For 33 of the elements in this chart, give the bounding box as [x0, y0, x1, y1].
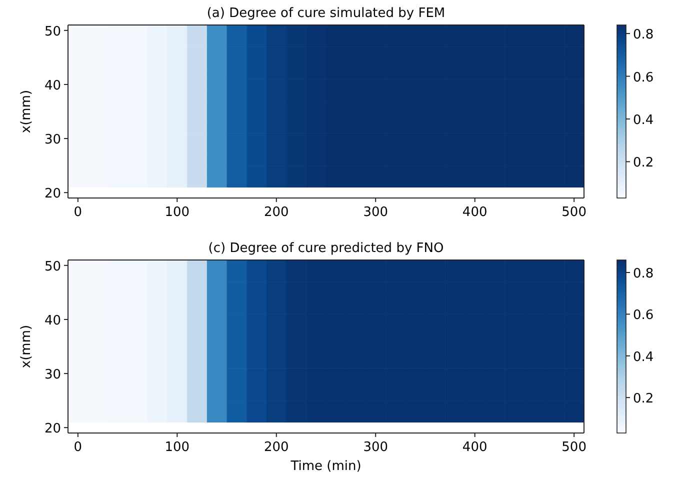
x-tick-label: 0 [74, 440, 82, 455]
y-tick-label: 20 [44, 422, 61, 437]
x-tick-label: 100 [164, 440, 190, 455]
chart-title: (a) Degree of cure simulated by FEM [206, 6, 446, 21]
color-bar-label: 0.2 [633, 156, 654, 171]
y-axis-title: x(mm) [19, 324, 34, 368]
color-bar-label: 0.6 [633, 308, 654, 324]
color-bar-label: 0.4 [633, 350, 654, 365]
chart-title: (c) Degree of cure predicted by FNO [208, 241, 444, 256]
x-tick-label: 300 [363, 205, 388, 220]
color-bar-label: 0.6 [633, 70, 654, 86]
x-tick-label: 100 [164, 205, 190, 220]
y-tick-label: 50 [44, 259, 61, 274]
y-tick-label: 40 [44, 78, 61, 94]
y-tick-label: 30 [44, 132, 61, 148]
x-tick-label: 400 [462, 440, 488, 455]
color-bar-label: 0.8 [633, 28, 654, 43]
y-tick-label: 20 [44, 186, 61, 202]
y-axis-title: x(mm) [19, 90, 34, 134]
x-tick-label: 0 [74, 205, 82, 220]
y-tick-label: 50 [44, 24, 61, 40]
y-tick-label: 30 [44, 368, 61, 383]
x-tick-label: 200 [264, 440, 289, 455]
color-bar-label: 0.8 [633, 266, 654, 282]
color-bar-label: 0.4 [633, 112, 654, 128]
color-bar-label: 0.2 [633, 392, 654, 407]
x-tick-label: 400 [462, 205, 488, 220]
x-tick-label: 500 [562, 440, 586, 455]
x-tick-label: 300 [363, 440, 388, 455]
y-tick-label: 40 [44, 313, 61, 328]
x-tick-label: 500 [562, 205, 586, 220]
x-axis-title: Time (min) [290, 459, 362, 474]
x-tick-label: 200 [264, 205, 289, 220]
